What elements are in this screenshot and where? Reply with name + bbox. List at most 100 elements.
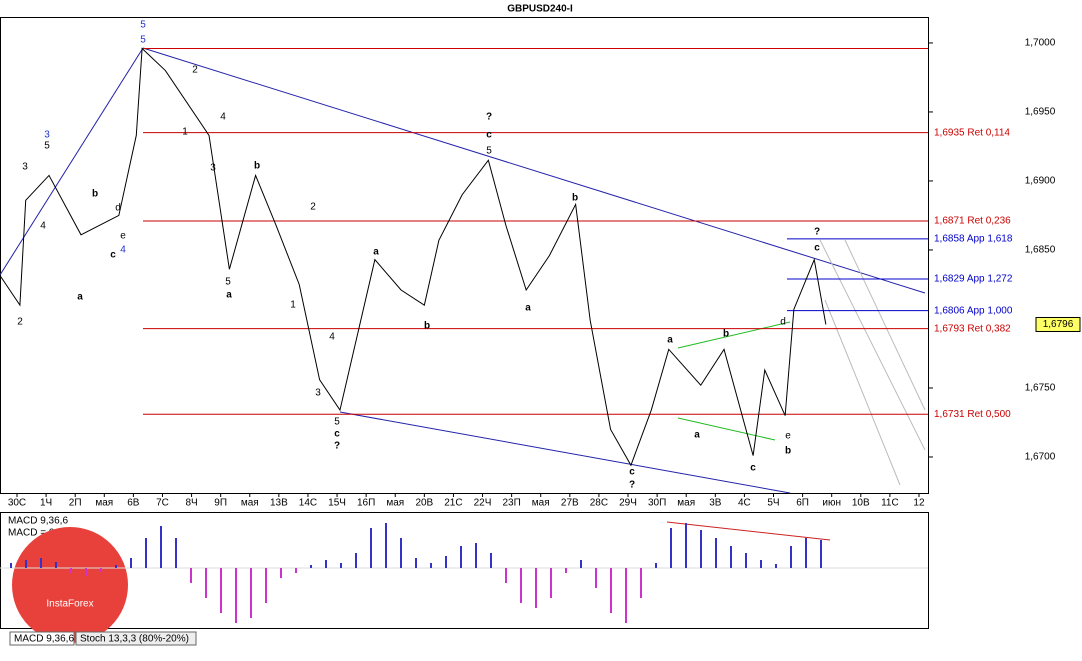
x-tick-label: 29Ч [619, 498, 637, 509]
macd-bar [190, 568, 192, 583]
x-tick-label: 3В [709, 498, 722, 509]
wave-label: a [373, 247, 379, 258]
x-tick-label: 2П [69, 498, 82, 509]
chart-title: GBPUSD240-I [507, 4, 573, 15]
wave-label: b [572, 193, 578, 204]
level-label: 1,6858 App 1,618 [934, 234, 1013, 245]
tab[interactable]: MACD 9,36,6 [14, 634, 74, 645]
x-tick-label: 1Ч [40, 498, 52, 509]
macd-title: MACD 9,36,6 [8, 516, 68, 527]
macd-bar [790, 546, 792, 568]
macd-bar [565, 568, 567, 573]
wave-label: 5 [44, 141, 50, 152]
macd-bar [730, 546, 732, 568]
wave-label: c [334, 429, 340, 440]
wave-label: 5 [225, 277, 231, 288]
wave-label: ? [629, 480, 635, 491]
y-tick-label: 1,7000 [1025, 38, 1056, 49]
wave-label: a [667, 335, 673, 346]
y-tick-label: 1,6850 [1025, 245, 1056, 256]
macd-bar [70, 568, 72, 573]
macd-bar [670, 528, 672, 568]
x-tick-label: 28С [590, 498, 608, 509]
macd-frame [0, 512, 929, 629]
x-tick-label: 12 [913, 498, 925, 509]
tab[interactable]: Stoch 13,3,3 (80%-20%) [80, 634, 189, 645]
macd-bar [715, 538, 717, 568]
wave-label: 2 [17, 317, 23, 328]
macd-bar [310, 565, 312, 568]
macd-bar [520, 568, 522, 603]
wave-label: c [814, 243, 820, 254]
macd-bar [400, 538, 402, 568]
x-tick-label: 10В [852, 498, 870, 509]
macd-bar [355, 553, 357, 568]
wave-label: b [92, 189, 98, 200]
x-tick-label: 7С [156, 498, 169, 509]
projection-line [844, 239, 926, 411]
wave-label: b [785, 446, 791, 457]
wave-label: 5 [334, 417, 340, 428]
level-label: 1,6829 App 1,272 [934, 274, 1013, 285]
macd-bar [610, 568, 612, 613]
wave-label: a [77, 292, 83, 303]
price-line [0, 47, 827, 467]
trend-line [339, 411, 791, 494]
level-label: 1,6793 Ret 0,382 [934, 323, 1011, 334]
x-tick-label: 6В [127, 498, 140, 509]
x-tick-label: 14С [299, 498, 317, 509]
wave-label: 3 [44, 130, 50, 141]
macd-bar [700, 530, 702, 568]
wave-label: c [750, 463, 756, 474]
wave-label: 4 [40, 221, 46, 232]
trend-line [677, 417, 776, 441]
x-tick-label: 30П [648, 498, 666, 509]
wave-label: 3 [210, 163, 216, 174]
trend-line [142, 47, 926, 294]
wave-label: c [629, 467, 635, 478]
wave-label: 3 [315, 388, 321, 399]
x-tick-label: 6П [796, 498, 809, 509]
level-label: 1,6935 Ret 0,114 [934, 127, 1010, 138]
wave-label: b [254, 161, 260, 172]
wave-label: ? [334, 441, 340, 452]
macd-bar [55, 562, 57, 568]
macd-bar [175, 538, 177, 568]
wave-label: ? [486, 112, 492, 123]
wave-label: 4 [120, 245, 126, 256]
tab-frame [75, 631, 197, 646]
macd-bar [100, 568, 102, 572]
macd-bar [10, 563, 12, 568]
macd-bar [85, 568, 87, 576]
x-tick-label: 21С [444, 498, 462, 509]
macd-bar [130, 558, 132, 568]
macd-bar [475, 543, 477, 568]
wave-label: a [694, 430, 700, 441]
y-tick-label: 1,6700 [1025, 452, 1056, 463]
level-label: 1,6731 Ret 0,500 [934, 409, 1011, 420]
macd-bar [625, 568, 627, 623]
macd-bar [460, 546, 462, 568]
x-tick-label: 22Ч [474, 498, 492, 509]
macd-bar [640, 568, 642, 598]
macd-bar [415, 558, 417, 568]
wave-label: 4 [329, 332, 335, 343]
wave-label: 4 [220, 112, 226, 123]
level-label: 1,6806 App 1,000 [934, 305, 1013, 316]
wave-label: c [110, 250, 116, 261]
level-label: 1,6871 Ret 0,236 [934, 216, 1011, 227]
x-tick-label: 8Ч [185, 498, 197, 509]
wave-label: b [424, 321, 430, 332]
x-tick-label: 27В [561, 498, 579, 509]
wave-label: b [723, 329, 729, 340]
macd-bar [280, 568, 282, 578]
macd-bar [265, 568, 267, 603]
projection-line [819, 239, 926, 451]
x-tick-label: мая [241, 498, 259, 509]
macd-bar [160, 526, 162, 568]
wave-label: e [785, 431, 791, 442]
logo-text: InstaForex [46, 599, 93, 610]
x-tick-label: 13В [270, 498, 288, 509]
y-tick-label: 1,6900 [1025, 176, 1056, 187]
